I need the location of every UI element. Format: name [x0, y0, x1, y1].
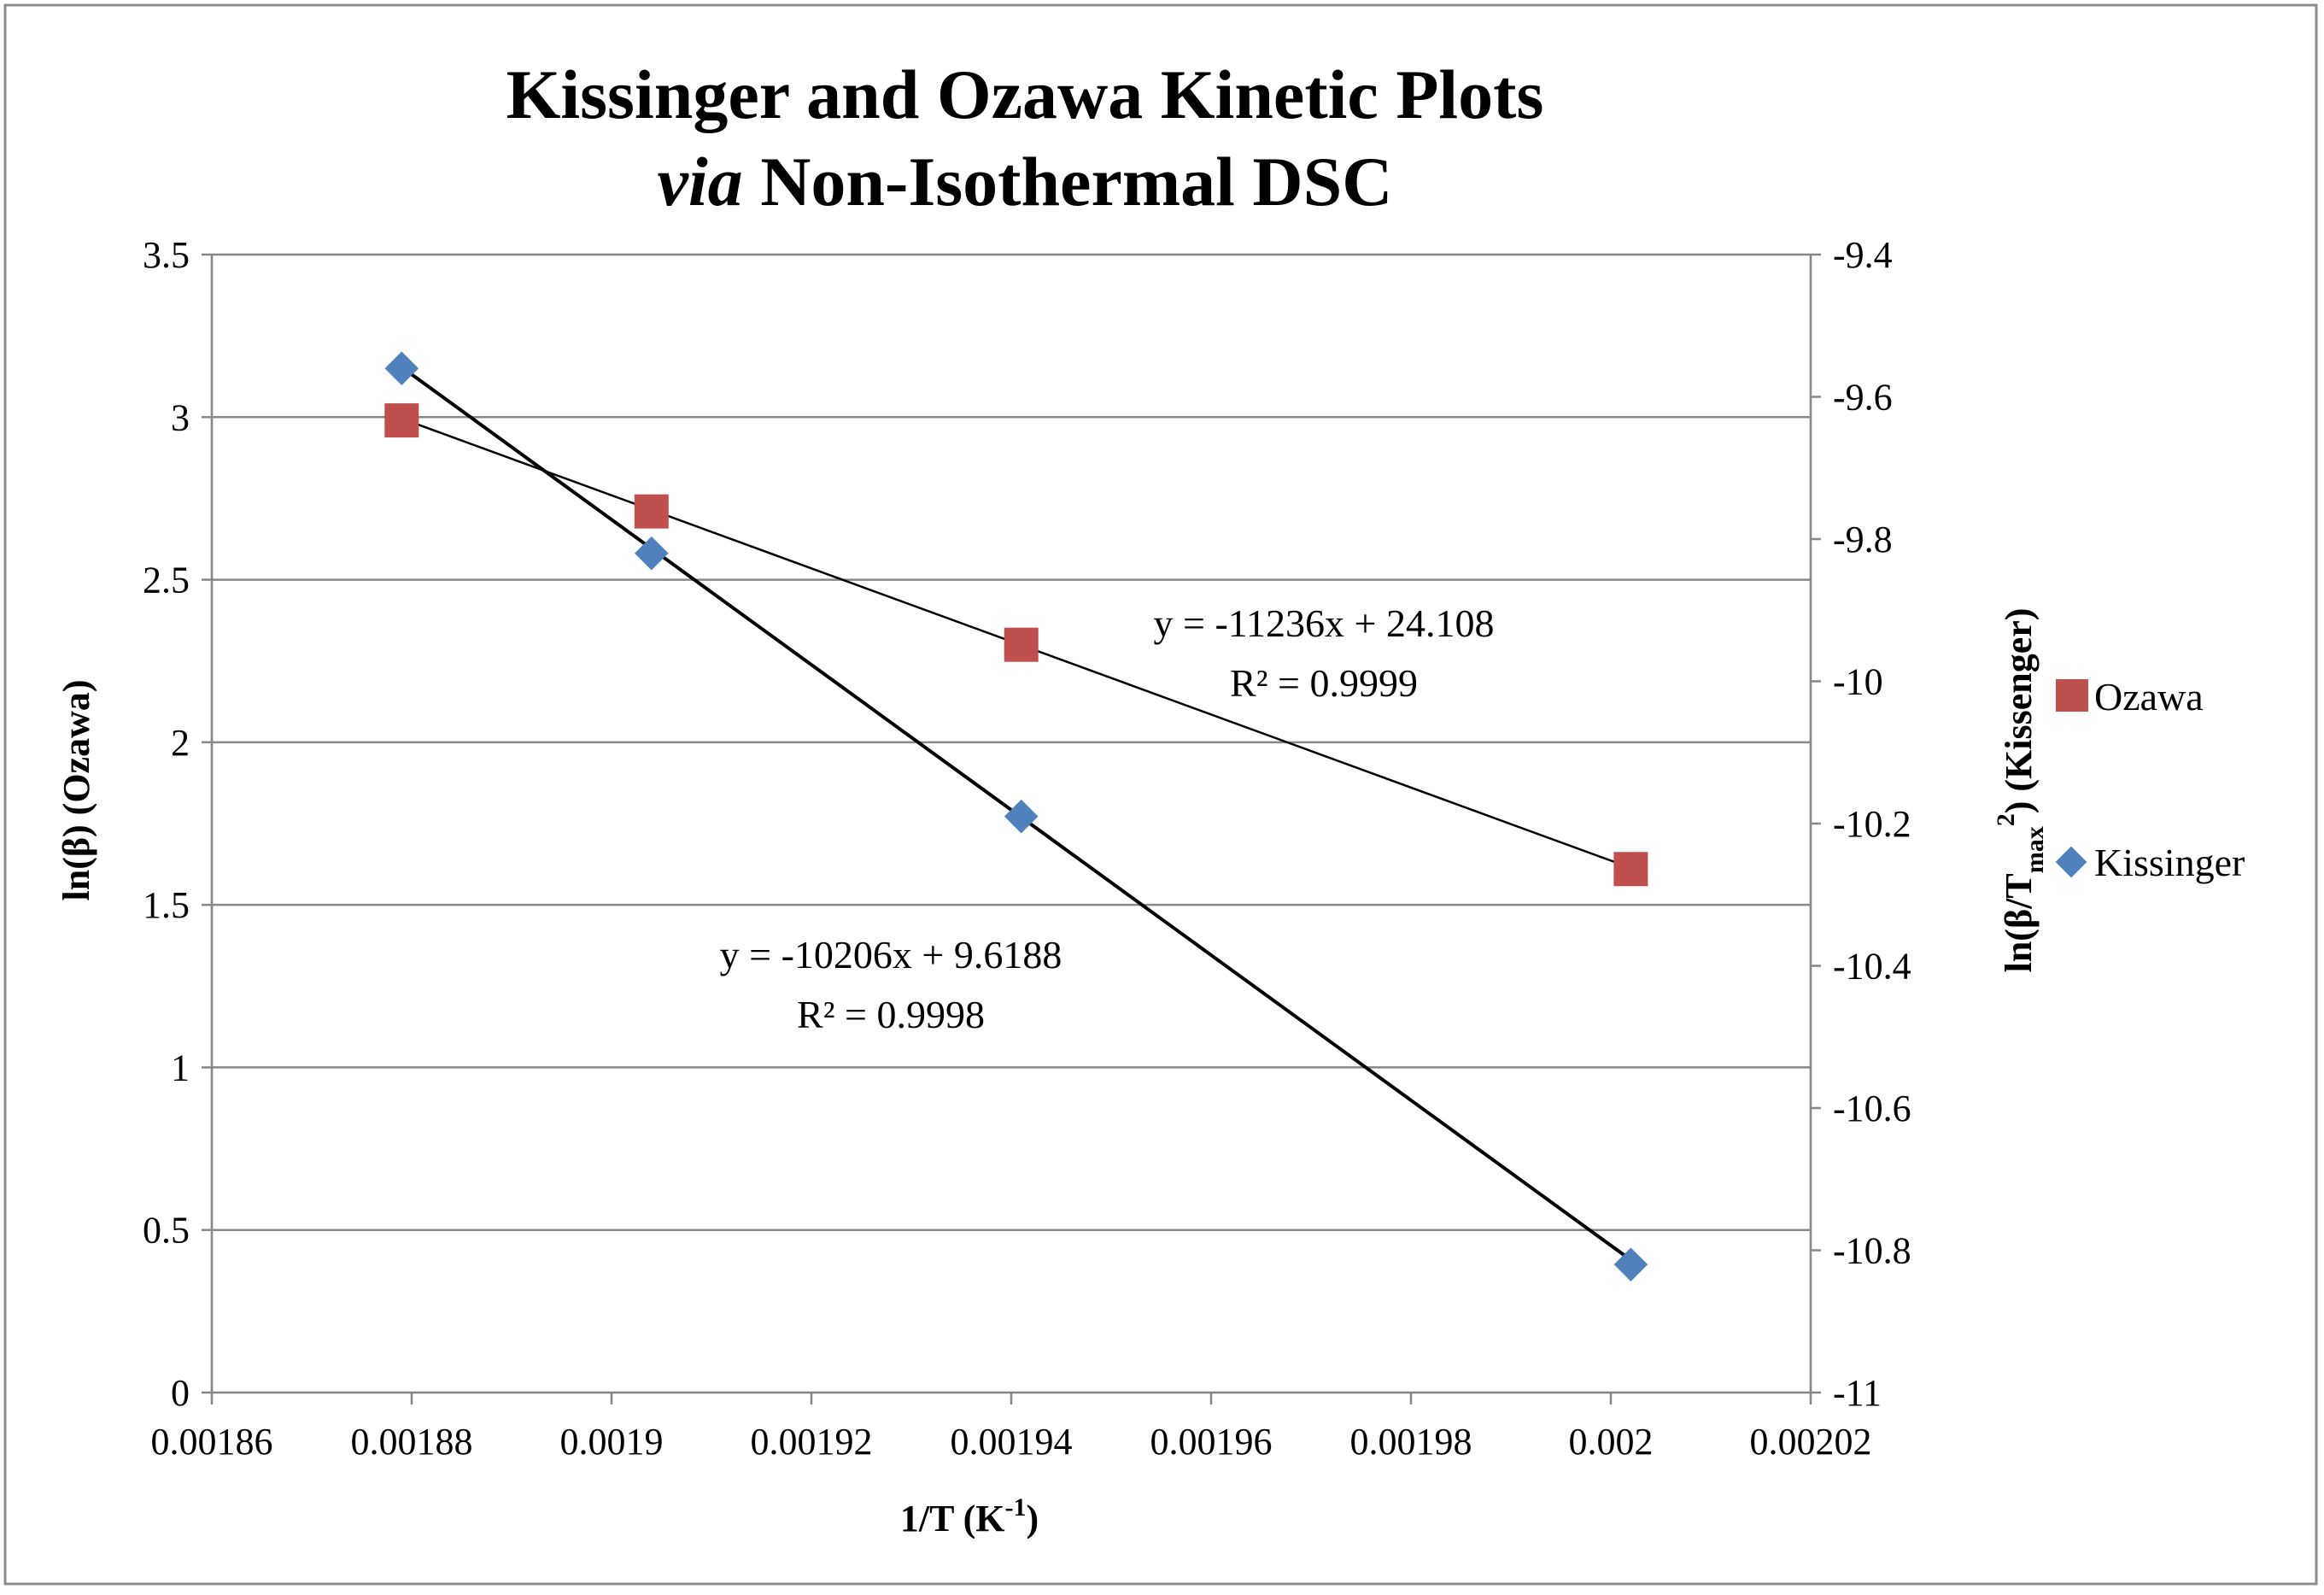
- x-axis-title: 1/T (K-1): [900, 1493, 1039, 1539]
- ozawa-point: [634, 494, 669, 529]
- legend-ozawa-marker: [2056, 679, 2088, 712]
- kissinger-point: [1613, 1247, 1648, 1281]
- tick-label-x: 0.002: [1569, 1421, 1654, 1463]
- ozawa-point: [1004, 627, 1039, 662]
- legend: Ozawa Kissinger: [2055, 675, 2245, 884]
- tick-label-x: 0.00192: [751, 1421, 873, 1463]
- tick-label-y-right: -10.6: [1833, 1088, 1911, 1129]
- tick-label-y-left: 0.5: [143, 1210, 190, 1252]
- tick-label-y-right: -9.4: [1833, 234, 1893, 276]
- legend-kissinger-label: Kissinger: [2094, 841, 2245, 884]
- y-axis-left-title: ln(β) (Ozawa): [56, 679, 97, 900]
- gridlines: [212, 253, 1811, 1231]
- chart-title-italic: via: [658, 143, 743, 220]
- kissinger-r-squared: R² = 0.9998: [797, 993, 985, 1036]
- legend-ozawa-label: Ozawa: [2094, 675, 2204, 718]
- tick-label-x: 0.00194: [951, 1421, 1073, 1463]
- tick-label-y-right: -11: [1833, 1372, 1882, 1414]
- tick-label-y-right: -10.2: [1833, 803, 1911, 845]
- tick-label-y-left: 3.5: [143, 234, 190, 276]
- chart-frame: [3, 3, 2318, 1586]
- ozawa-point: [384, 403, 419, 438]
- axes: [202, 253, 1821, 1404]
- tick-label-y-left: 1: [171, 1047, 190, 1088]
- tick-label-x: 0.00198: [1350, 1421, 1472, 1463]
- tick-label-y-left: 2: [171, 722, 190, 764]
- tick-label-y-left: 2.5: [143, 560, 190, 601]
- ozawa-r-squared: R² = 0.9999: [1230, 661, 1418, 705]
- tick-label-x: 0.00202: [1750, 1421, 1872, 1463]
- tick-label-y-right: -9.6: [1833, 377, 1893, 419]
- ozawa-equation: y = -11236x + 24.108: [1154, 601, 1495, 645]
- tick-label-y-right: -10.4: [1833, 946, 1911, 988]
- chart-title-line2: via Non-Isothermal DSC: [658, 143, 1393, 220]
- tick-labels: 0 0.5 1 1.5 2 2.5 3 3.5 -11 -10.8 -10.6 -10.4 -10.2 -…: [143, 234, 1911, 1463]
- tick-label-y-right: -9.8: [1833, 519, 1893, 560]
- kissinger-equation: y = -10206x + 9.6188: [720, 933, 1062, 976]
- chart-title-line1: Kissinger and Ozawa Kinetic Plots: [506, 56, 1544, 133]
- tick-label-y-left: 3: [171, 396, 190, 438]
- tick-label-x: 0.0019: [560, 1421, 664, 1463]
- data-points: [384, 351, 1648, 1281]
- chart-title-rest: Non-Isothermal DSC: [743, 143, 1393, 220]
- kissinger-point: [635, 536, 669, 571]
- ozawa-point: [1613, 852, 1648, 887]
- kissinger-point: [1004, 799, 1039, 834]
- tick-label-y-left: 0: [171, 1372, 190, 1414]
- tick-label-x: 0.00196: [1150, 1421, 1273, 1463]
- tick-label-y-left: 1.5: [143, 884, 190, 926]
- tick-label-y-right: -10.8: [1833, 1230, 1911, 1272]
- tick-label-x: 0.00188: [351, 1421, 473, 1463]
- kissinger-point: [384, 351, 419, 385]
- legend-kissinger-marker: [2055, 846, 2087, 878]
- y-axis-right-title: ln(β/Tmax2) (Kissenger): [1992, 608, 2049, 973]
- tick-label-x: 0.00186: [151, 1421, 273, 1463]
- tick-label-y-right: -10: [1833, 661, 1883, 703]
